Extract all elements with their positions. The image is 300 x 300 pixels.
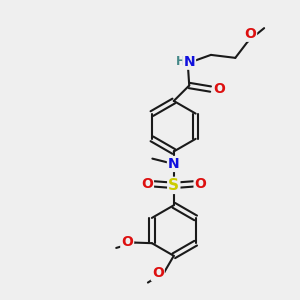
Text: N: N xyxy=(183,55,195,69)
Text: H: H xyxy=(176,55,185,68)
Text: O: O xyxy=(141,177,153,191)
Text: O: O xyxy=(121,235,133,249)
Text: O: O xyxy=(195,177,206,191)
Text: S: S xyxy=(168,178,179,193)
Text: O: O xyxy=(213,82,225,96)
Text: O: O xyxy=(244,27,256,41)
Text: N: N xyxy=(168,157,180,171)
Text: O: O xyxy=(152,266,164,280)
